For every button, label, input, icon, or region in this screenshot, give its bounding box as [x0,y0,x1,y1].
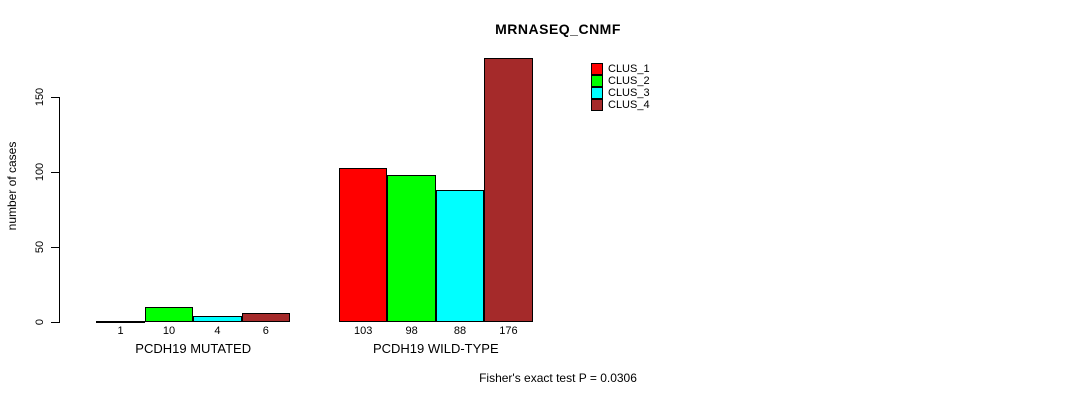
legend-row: CLUS_4 [591,99,650,111]
bar-value-label: 88 [453,325,467,337]
bar-clus_3-group1 [193,316,242,322]
y-tick-mark [51,247,59,248]
bar-value-label: 176 [499,325,518,337]
legend-row: CLUS_1 [591,63,650,75]
legend-swatch-clus_2 [591,75,603,87]
y-axis-title: number of cases [5,141,19,231]
legend-swatch-clus_4 [591,99,603,111]
legend-swatch-clus_1 [591,63,603,75]
y-tick-label: 100 [34,162,46,182]
legend-swatch-clus_3 [591,87,603,99]
bar-value-label: 103 [354,325,373,337]
legend: CLUS_1 CLUS_2 CLUS_3 CLUS_4 [591,63,650,111]
y-tick-label: 0 [34,318,46,326]
y-tick-label: 50 [34,240,46,254]
bar-clus_2-group1 [144,307,194,322]
bar-clus_4-group1 [241,313,290,322]
bar-clus_3-group2 [435,190,485,322]
y-tick-mark [51,172,59,173]
y-axis-line [59,97,60,323]
y-tick-label: 150 [34,87,46,107]
y-tick-mark [51,322,59,323]
bar-clus_2-group2 [387,175,436,322]
bar-value-label: 1 [117,325,124,337]
legend-row: CLUS_2 [591,75,650,87]
bar-value-label: 98 [405,325,418,337]
bar-value-label: 6 [262,325,269,337]
bar-value-label: 10 [162,325,176,337]
legend-label: CLUS_2 [608,75,650,87]
bar-clus_4-group2 [484,58,533,322]
chart-title: MRNASEQ_CNMF [495,21,621,37]
legend-label: CLUS_3 [608,87,650,99]
y-tick-mark [51,97,59,98]
annotation-text: Fisher's exact test P = 0.0306 [479,371,637,385]
bar-clus_1-group1 [96,320,145,323]
bar-value-label: 4 [214,325,221,337]
group-label: PCDH19 MUTATED [135,341,252,356]
legend-row: CLUS_3 [591,87,650,99]
legend-label: CLUS_4 [608,99,650,111]
bar-clus_1-group2 [339,167,388,322]
legend-label: CLUS_1 [608,63,650,75]
group-label: PCDH19 WILD-TYPE [372,341,499,356]
